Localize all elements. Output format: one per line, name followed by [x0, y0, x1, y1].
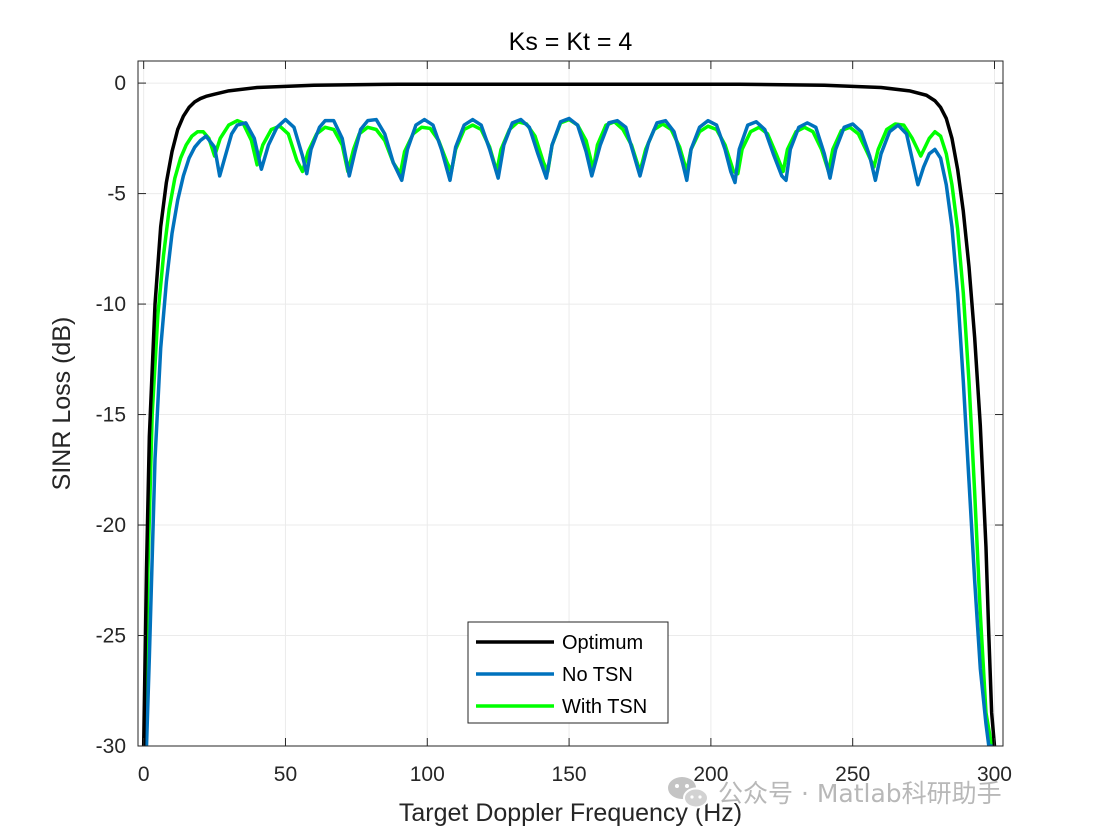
legend-label-optimum: Optimum: [562, 632, 643, 654]
legend: Optimum No TSN With TSN: [467, 621, 669, 724]
chart-title: Ks = Kt = 4: [509, 28, 633, 56]
x-tick-label: 50: [274, 763, 297, 786]
legend-label-no-tsn: No TSN: [562, 664, 633, 686]
y-tick-label: -25: [96, 625, 126, 648]
series-line-optimum: [141, 82, 997, 746]
legend-label-with-tsn: With TSN: [562, 696, 647, 718]
wechat-icon: [668, 777, 709, 809]
axis-ticks: 0 50 100 150 200 250 300 0 -5 -10 -15 -20 -25 -30: [96, 61, 1012, 786]
x-tick-label: 200: [693, 763, 728, 786]
x-tick-label: 300: [977, 763, 1012, 786]
series-lines: [141, 82, 997, 746]
y-axis-label: SINR Loss (dB): [48, 317, 76, 491]
axes-box: [137, 60, 1004, 747]
x-axis-label: Target Doppler Frequency (Hz): [399, 799, 742, 827]
x-tick-label: 100: [410, 763, 445, 786]
y-tick-label: -10: [96, 293, 126, 316]
series-line-no-tsn: [144, 116, 994, 746]
x-tick-label: 250: [835, 763, 870, 786]
x-tick-label: 0: [138, 763, 150, 786]
x-tick-label: 150: [552, 763, 587, 786]
y-tick-label: -15: [96, 404, 126, 427]
y-tick-label: -5: [107, 183, 126, 206]
y-tick-label: -30: [96, 735, 126, 758]
y-tick-label: 0: [114, 72, 126, 95]
watermark-text: 公众号 · Matlab科研助手: [718, 779, 1002, 808]
watermark: 公众号 · Matlab科研助手: [668, 777, 1002, 809]
y-tick-label: -20: [96, 514, 126, 537]
